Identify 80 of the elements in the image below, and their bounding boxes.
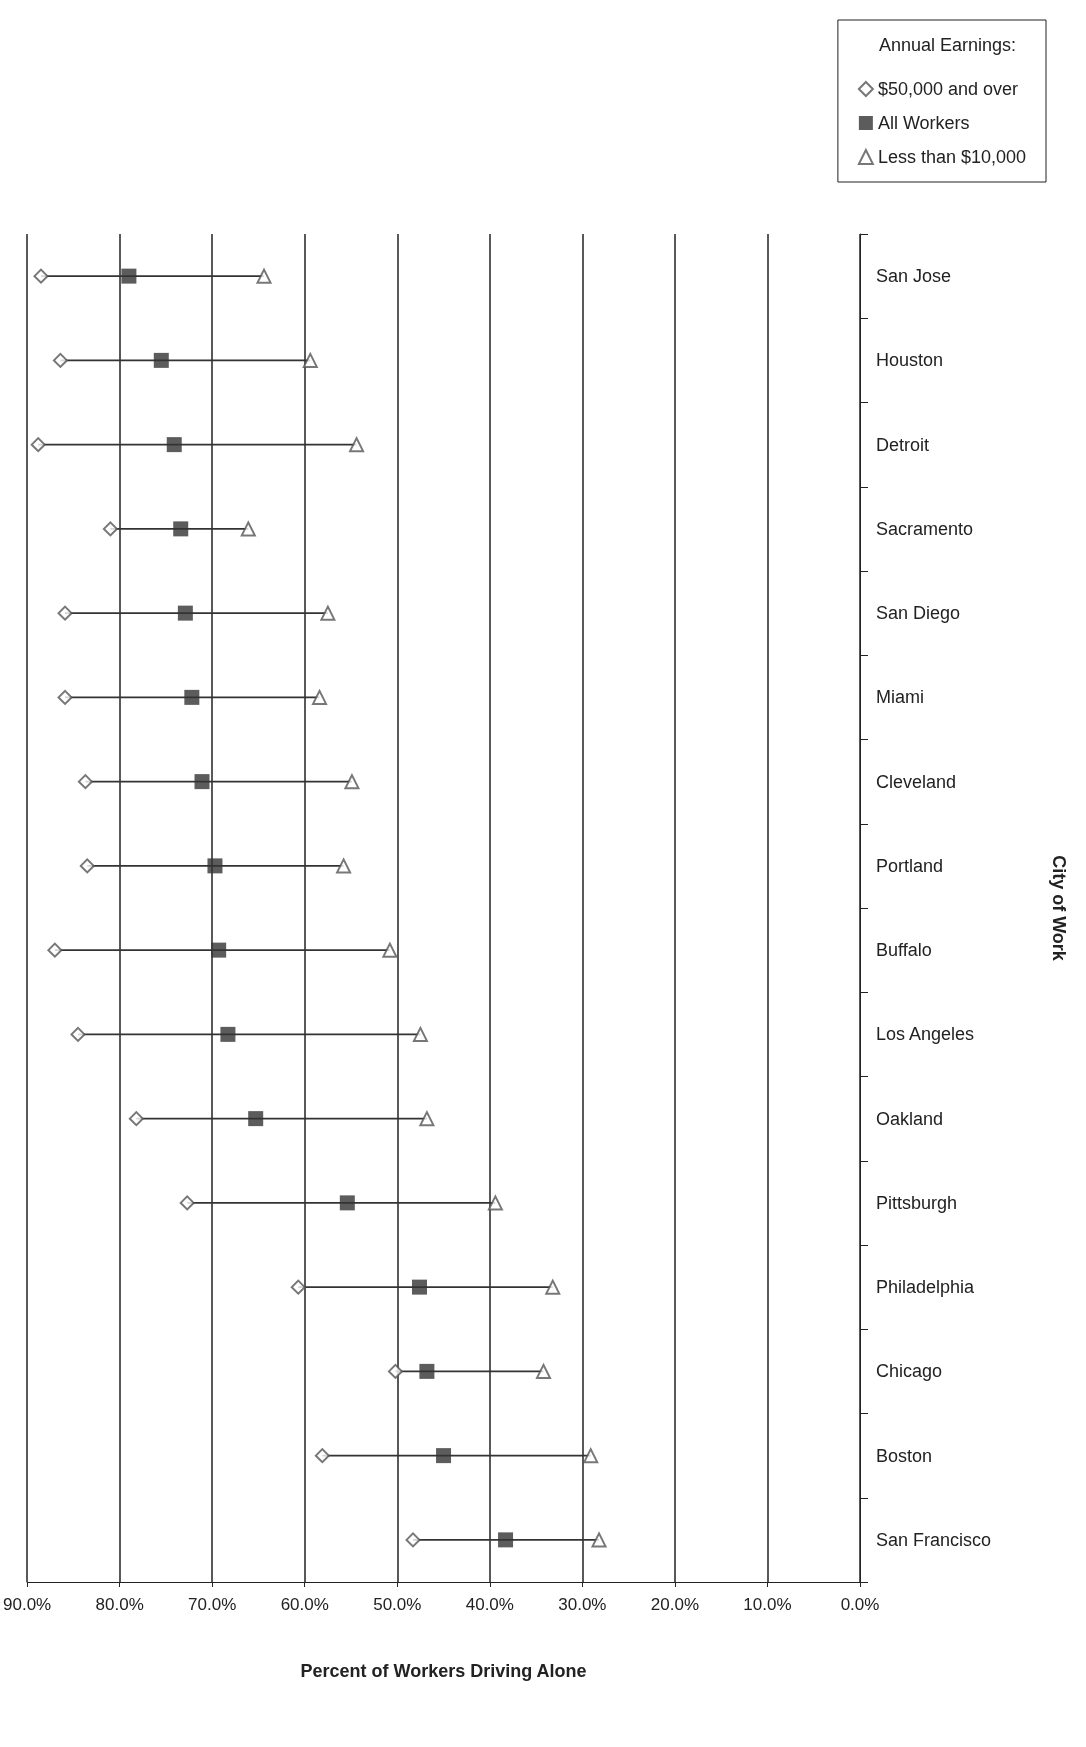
point xyxy=(536,1363,551,1379)
point xyxy=(184,689,200,705)
point xyxy=(344,774,360,790)
point xyxy=(240,521,256,537)
y-tick-label: Miami xyxy=(876,687,924,708)
point xyxy=(314,1448,330,1464)
y-axis-title: City of Work xyxy=(1049,855,1069,962)
point xyxy=(302,352,318,368)
point xyxy=(336,858,352,874)
x-tick-label: 80.0% xyxy=(95,1595,144,1614)
point xyxy=(419,1111,435,1127)
point xyxy=(179,1195,195,1211)
point xyxy=(52,352,68,368)
y-tick-label: Pittsburgh xyxy=(876,1192,958,1213)
point xyxy=(33,268,49,284)
point xyxy=(583,1448,599,1464)
y-tick-label: Houston xyxy=(876,350,944,371)
y-tick-label: Detroit xyxy=(876,434,930,455)
y-tick-label: Portland xyxy=(876,855,944,876)
point xyxy=(387,1363,403,1379)
point xyxy=(128,1111,144,1127)
legend-title: Annual Earnings: xyxy=(878,35,1016,55)
point xyxy=(382,942,398,958)
point xyxy=(320,605,336,621)
point xyxy=(194,774,210,790)
point xyxy=(256,268,272,284)
point xyxy=(79,858,95,874)
x-tick-label: 50.0% xyxy=(373,1595,422,1614)
y-tick-label: Cleveland xyxy=(876,771,957,792)
y-tick-label: Oakland xyxy=(876,1108,944,1129)
y-tick-label: Boston xyxy=(876,1445,933,1466)
y-tick-label: Sacramento xyxy=(876,518,974,539)
point xyxy=(498,1532,514,1548)
point xyxy=(77,774,93,790)
point xyxy=(545,1279,561,1295)
point xyxy=(47,942,63,958)
y-tick-label: San Francisco xyxy=(876,1529,992,1550)
point xyxy=(290,1279,306,1295)
point xyxy=(411,1279,427,1295)
y-tick-label: San Diego xyxy=(876,603,961,624)
point xyxy=(102,521,118,537)
point xyxy=(349,437,365,453)
legend-label: $50,000 and over xyxy=(877,79,1018,99)
x-axis-title: Percent of Workers Driving Alone xyxy=(300,1661,587,1681)
point xyxy=(419,1363,435,1379)
x-tick-label: 70.0% xyxy=(188,1595,237,1614)
point xyxy=(57,605,73,621)
x-tick-label: 20.0% xyxy=(650,1595,700,1614)
x-tick-label: 90.0% xyxy=(3,1595,52,1614)
y-tick-label: Chicago xyxy=(876,1361,943,1382)
point xyxy=(591,1532,607,1548)
point xyxy=(248,1111,264,1127)
point xyxy=(405,1532,421,1548)
x-tick-label: 10.0% xyxy=(743,1595,792,1614)
point xyxy=(487,1195,503,1211)
legend-label: All Workers xyxy=(877,113,970,133)
point xyxy=(312,689,328,705)
x-tick-label: 30.0% xyxy=(558,1595,607,1614)
point xyxy=(177,605,193,621)
y-tick-label: San Jose xyxy=(876,266,952,287)
y-tick-label: Los Angeles xyxy=(876,1024,975,1045)
y-tick-label: Philadelphia xyxy=(876,1277,976,1298)
point xyxy=(211,942,227,958)
point xyxy=(70,1026,86,1042)
point xyxy=(220,1026,236,1042)
point xyxy=(153,352,169,368)
point xyxy=(207,858,223,874)
point xyxy=(57,689,73,705)
legend-label: Less than $10,000 xyxy=(877,147,1026,167)
point xyxy=(412,1026,428,1042)
point xyxy=(121,268,137,284)
x-tick-label: 40.0% xyxy=(465,1595,514,1614)
x-tick-label: 0.0% xyxy=(840,1595,880,1614)
point xyxy=(436,1448,452,1464)
point xyxy=(173,521,189,537)
point xyxy=(30,437,46,453)
point xyxy=(166,437,182,453)
y-tick-label: Buffalo xyxy=(876,940,932,961)
point xyxy=(339,1195,355,1211)
x-tick-label: 60.0% xyxy=(280,1595,329,1614)
